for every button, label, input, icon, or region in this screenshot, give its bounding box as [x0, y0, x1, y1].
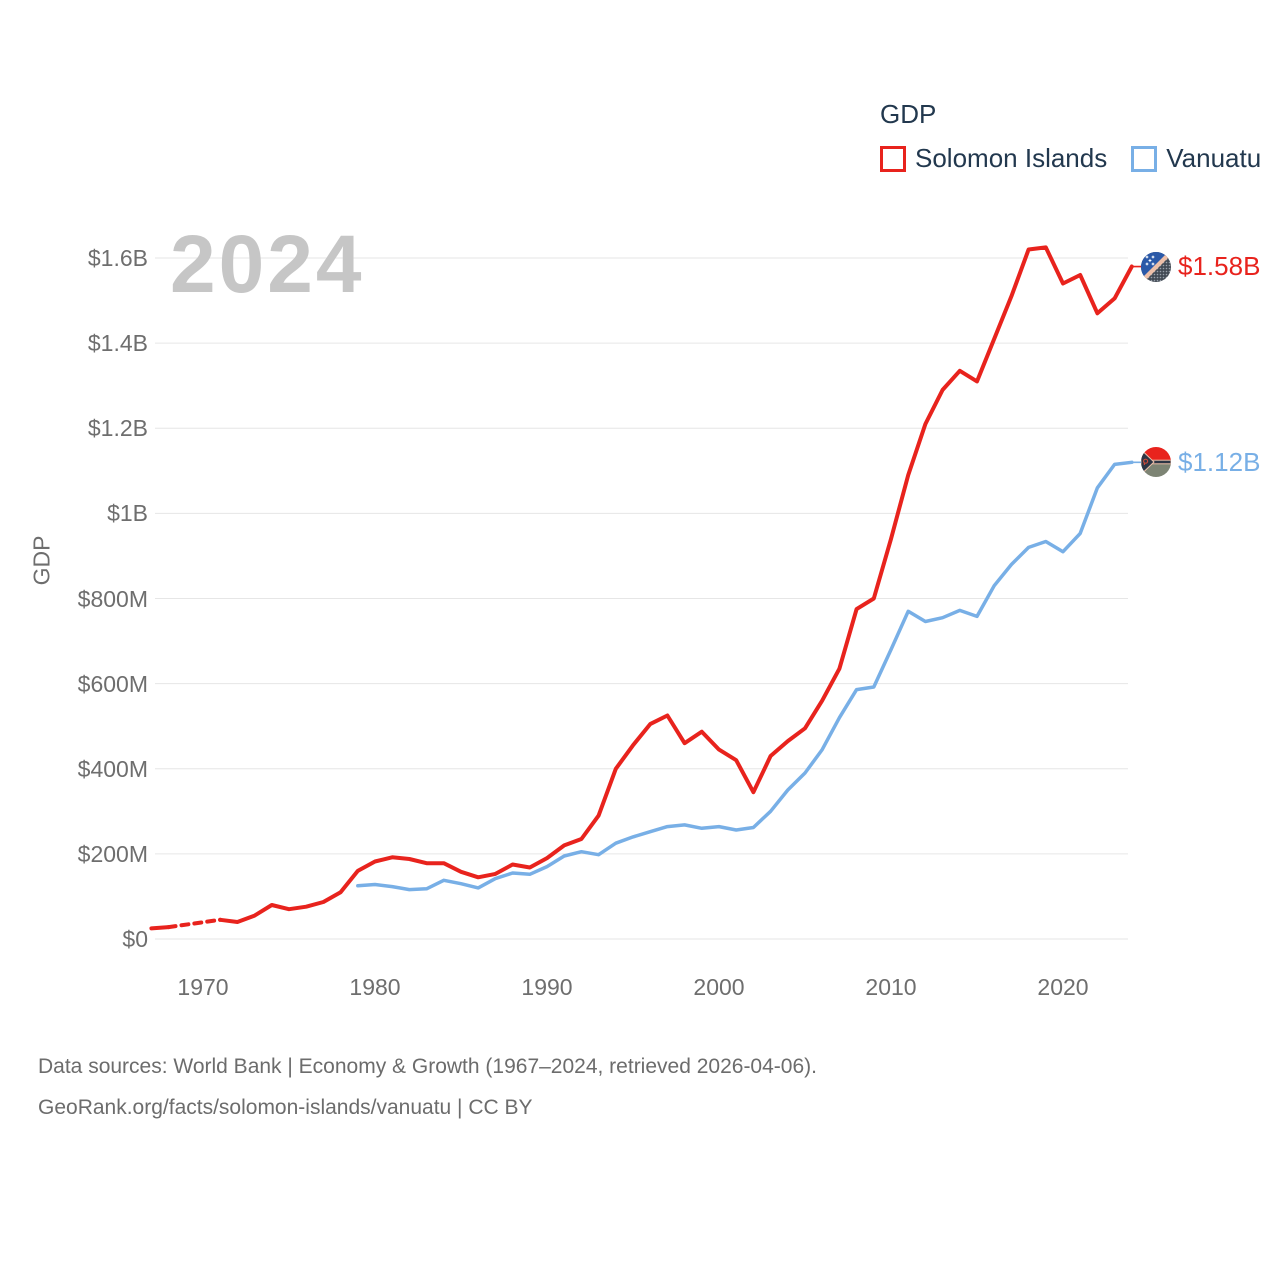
x-tick-label: 1980: [349, 974, 401, 1000]
gridlines: [155, 257, 1128, 940]
y-tick-label: $0: [122, 926, 148, 952]
x-tick-label: 1970: [177, 974, 229, 1000]
x-tick-label: 1990: [521, 974, 573, 1000]
series-line-vanuatu[interactable]: [356, 460, 1134, 892]
legend-swatch: [880, 145, 906, 172]
series-lines: [149, 245, 1148, 931]
y-tick-label: $400M: [77, 755, 148, 782]
legend-item-label: Vanuatu: [1166, 143, 1262, 173]
year-watermark: 2024: [170, 219, 365, 310]
legend: GDP Solomon Islands Vanuatu: [880, 99, 1261, 174]
y-tick-label: $200M: [77, 840, 148, 867]
y-tick-label: $800M: [77, 585, 148, 612]
legend-item-label: Solomon Islands: [915, 143, 1108, 173]
x-tick-label: 2010: [865, 974, 917, 1000]
x-tick-label: 2000: [693, 974, 745, 1000]
y-tick-label: $1.6B: [87, 245, 148, 271]
legend-swatch: [1131, 145, 1158, 172]
legend-items: Solomon Islands Vanuatu: [880, 143, 1261, 174]
y-tick-label: $1.4B: [87, 330, 148, 357]
y-tick-label: $600M: [77, 670, 148, 697]
vanuatu-flag-icon: [1141, 447, 1171, 478]
solomon-islands-flag-icon: [1141, 251, 1171, 282]
footer-sources-line: Data sources: World Bank | Economy & Gro…: [38, 1055, 817, 1078]
x-tick-label: 2020: [1037, 974, 1089, 1000]
legend-title: GDP: [880, 99, 937, 129]
end-label-solomon-islands: $1.58B: [1141, 251, 1260, 283]
end-label-vanuatu: $1.12B: [1141, 446, 1260, 478]
end-value-solomon-islands: $1.58B: [1178, 251, 1261, 281]
legend-item-solomon-islands[interactable]: Solomon Islands: [880, 143, 1107, 174]
footer-attribution-line: GeoRank.org/facts/solomon-islands/vanuat…: [38, 1096, 533, 1119]
series-line-solomon-islands[interactable]: [166, 917, 223, 930]
footer: Data sources: World Bank | Economy & Gro…: [38, 1046, 1138, 1128]
legend-item-vanuatu[interactable]: Vanuatu: [1131, 143, 1261, 174]
y-tick-label: $1B: [107, 500, 148, 527]
end-value-vanuatu: $1.12B: [1178, 446, 1261, 477]
series-line-solomon-islands[interactable]: [218, 245, 1134, 924]
y-tick-label: $1.2B: [87, 415, 148, 442]
series-line-solomon-islands[interactable]: [149, 925, 171, 931]
